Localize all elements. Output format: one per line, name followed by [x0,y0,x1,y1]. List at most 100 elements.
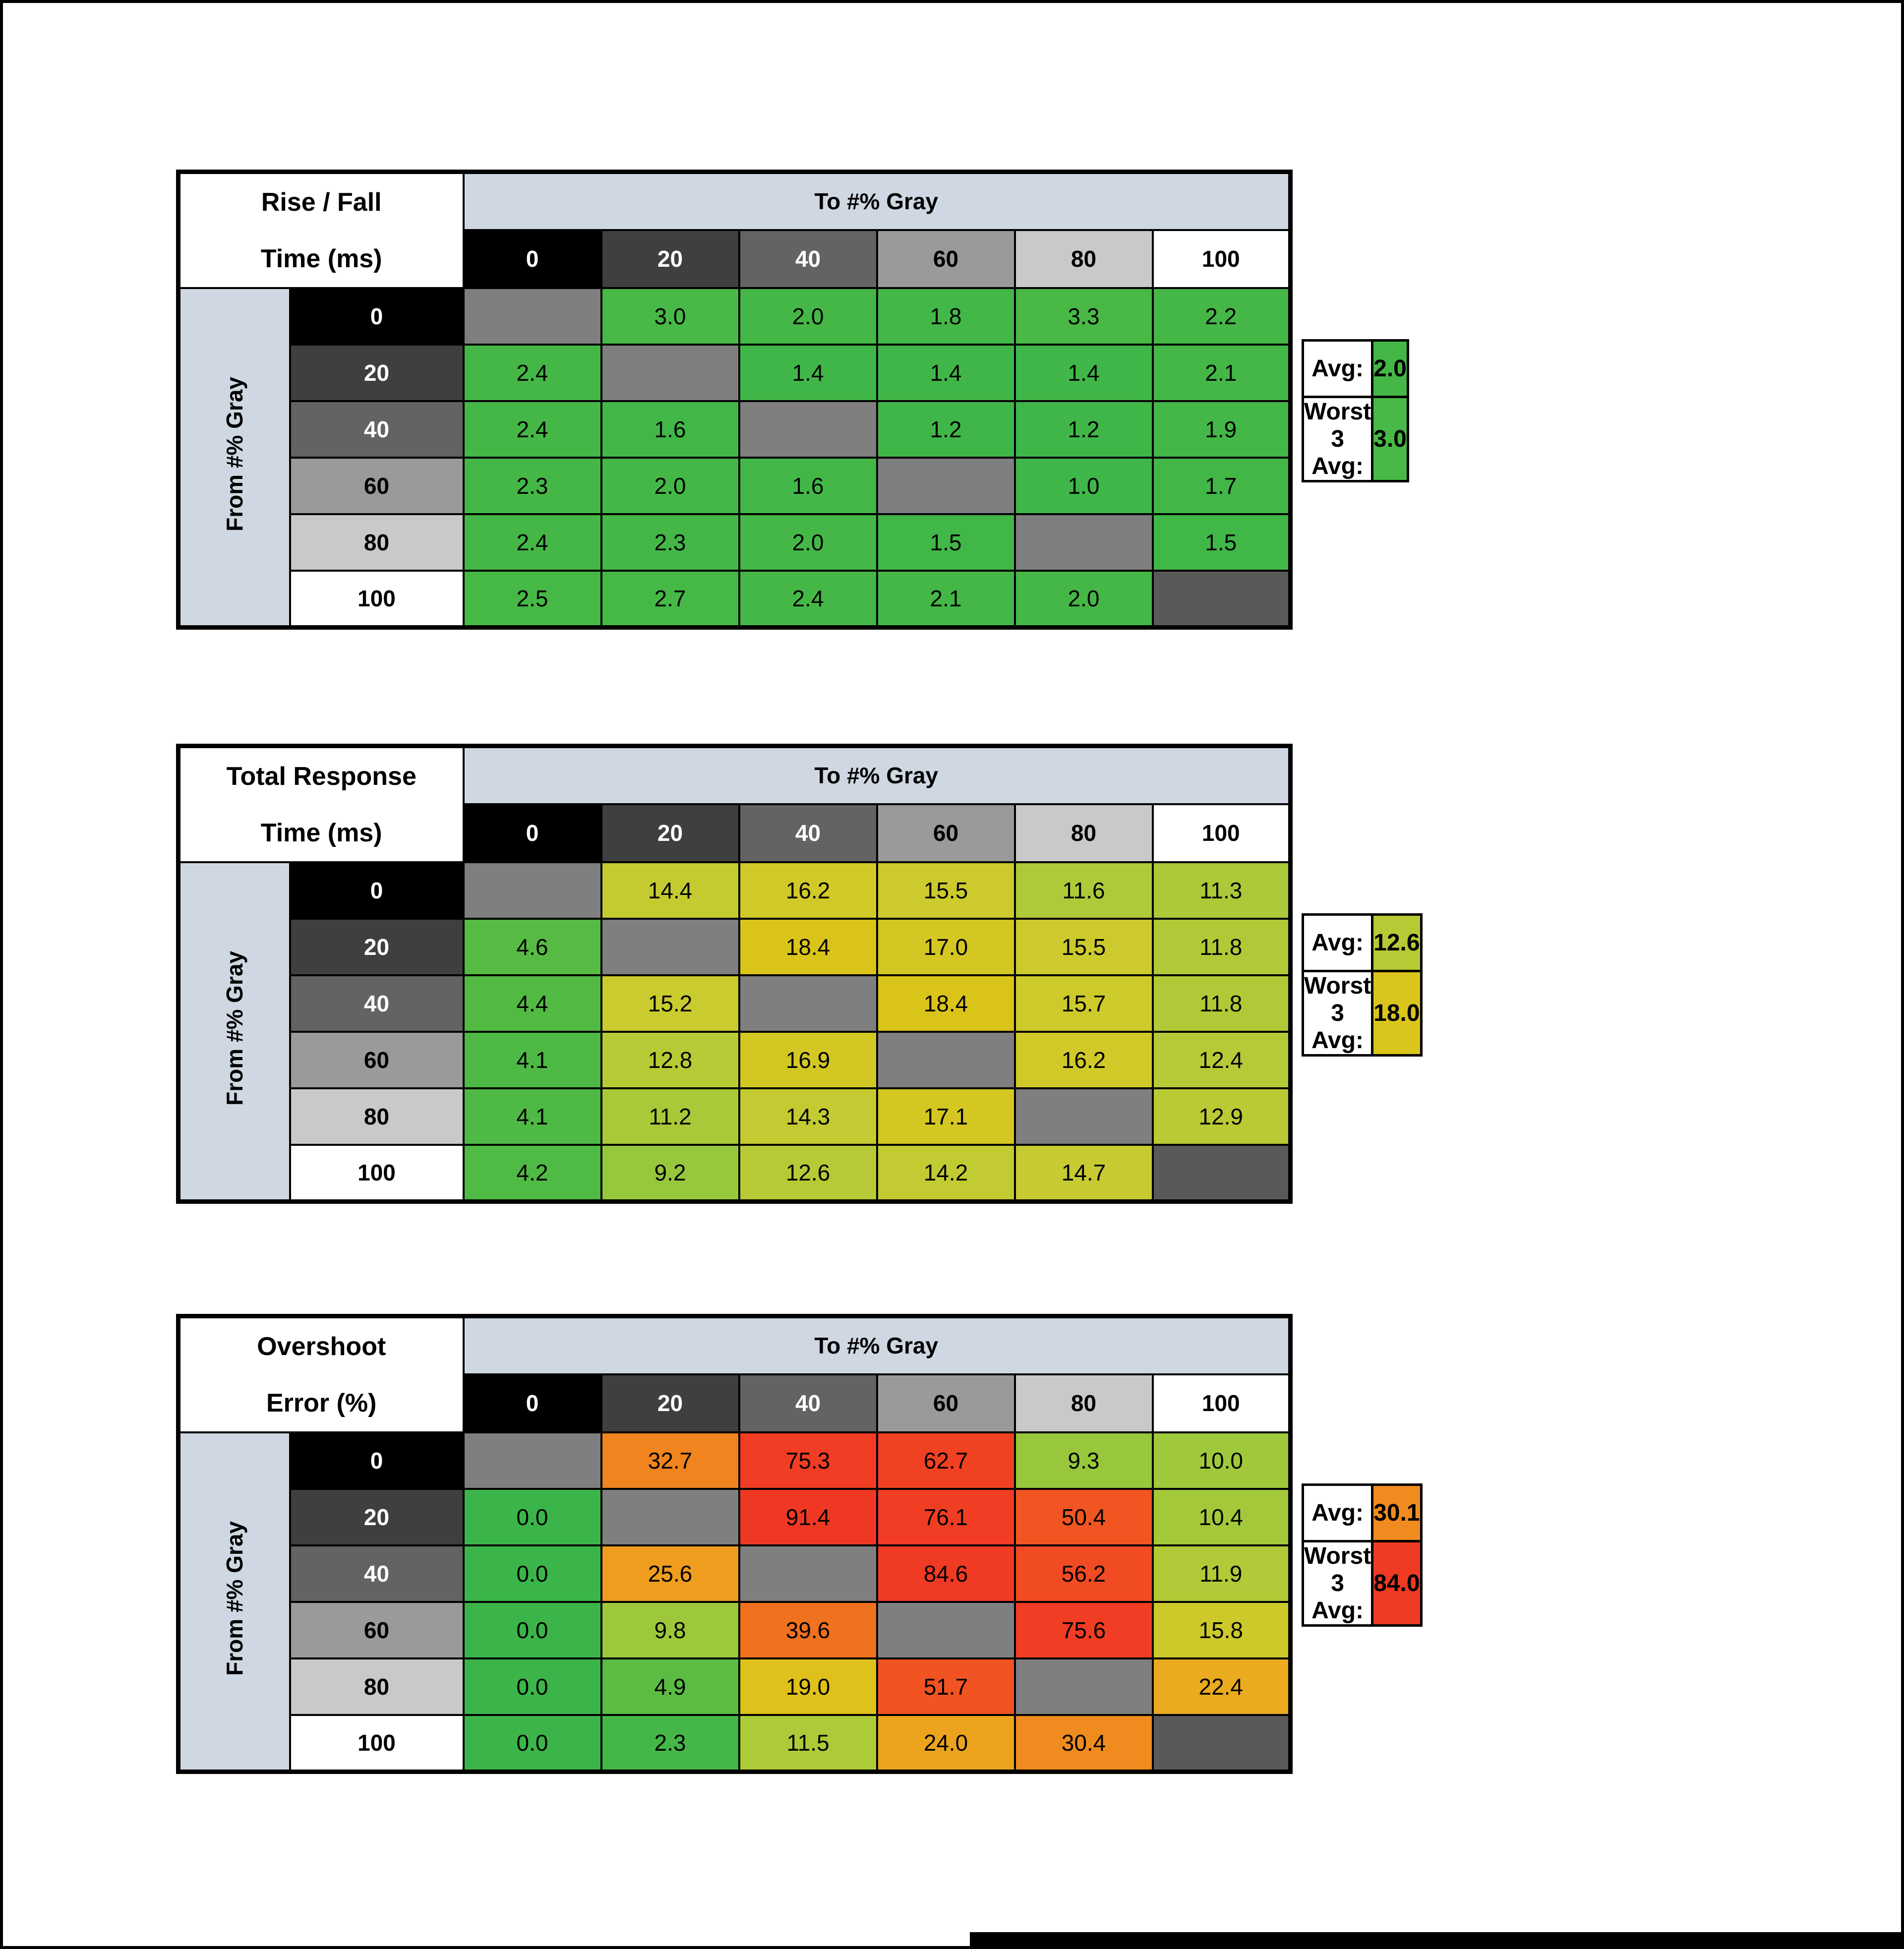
value-cell: 4.4 [462,974,602,1033]
value-cell: 1.6 [738,457,878,515]
value-cell: 3.3 [1013,287,1154,346]
table-title-line1: Rise / Fall [261,188,382,217]
value-cell: 12.6 [738,1144,878,1202]
value-cell: 2.7 [600,570,740,628]
row-level-header: 60 [289,1031,465,1089]
diagonal-cell [738,1544,878,1603]
value-cell: 17.1 [876,1087,1016,1146]
value-cell: 76.1 [876,1488,1016,1546]
to-gray-header: To #% Gray [462,745,1292,805]
row-level-header: 80 [289,513,465,572]
bottom-black-bar [970,1932,1902,1947]
value-cell: 75.6 [1013,1601,1154,1659]
value-cell: 11.8 [1151,974,1292,1033]
value-cell: 2.0 [738,513,878,572]
value-cell: 11.6 [1013,861,1154,920]
col-level-header: 60 [876,229,1016,290]
diagonal-cell [876,1031,1016,1089]
value-cell: 2.0 [738,287,878,346]
value-cell: 0.0 [462,1488,602,1546]
from-gray-label: From #% Gray [177,1431,291,1772]
total-response-time-table-grid: Total Response Time (ms) To #% Gray 0 20 40 60… [176,744,1293,1204]
value-cell: 2.0 [600,457,740,515]
value-cell: 16.9 [738,1031,878,1089]
col-level-header: 80 [1013,229,1154,290]
value-cell: 12.9 [1151,1087,1292,1146]
col-level-header: 60 [876,803,1016,864]
value-cell: 62.7 [876,1431,1016,1490]
worst3-label: Worst 3 Avg: [1301,970,1374,1057]
col-level-header: 20 [600,229,740,290]
value-cell: 12.4 [1151,1031,1292,1089]
row-level-header: 40 [289,974,465,1033]
col-level-header: 0 [462,803,602,864]
value-cell: 17.0 [876,918,1016,976]
diagonal-cell [1013,1087,1154,1146]
value-cell: 15.5 [1013,918,1154,976]
value-cell: 10.4 [1151,1488,1292,1546]
diagonal-cell [600,918,740,976]
value-cell: 91.4 [738,1488,878,1546]
value-cell: 18.4 [738,918,878,976]
total-response-time-table: Total Response Time (ms) To #% Gray 0 20 40 60… [176,744,1423,1204]
value-cell: 30.4 [1013,1714,1154,1772]
value-cell: 1.6 [600,400,740,459]
value-cell: 15.2 [600,974,740,1033]
value-cell: 2.1 [876,570,1016,628]
avg-label: Avg: [1301,1483,1374,1542]
row-level-header: 100 [289,1144,465,1202]
value-cell: 16.2 [738,861,878,920]
from-gray-label-text: From #% Gray [222,1521,248,1676]
overshoot-error-table-summary: Avg: 30.1 Worst 3 Avg: 84.0 [1301,1483,1423,1627]
col-level-header: 0 [462,229,602,290]
value-cell: 1.4 [738,344,878,402]
value-cell: 0.0 [462,1544,602,1603]
value-cell: 14.2 [876,1144,1016,1202]
value-cell: 1.2 [876,400,1016,459]
value-cell: 2.4 [462,513,602,572]
value-cell: 9.2 [600,1144,740,1202]
from-gray-label-text: From #% Gray [222,951,248,1106]
value-cell: 1.7 [1151,457,1292,515]
row-level-header: 20 [289,1488,465,1546]
total-response-time-table-summary: Avg: 12.6 Worst 3 Avg: 18.0 [1301,913,1423,1057]
table-title: Rise / Fall Time (ms) [177,171,465,289]
value-cell: 10.0 [1151,1431,1292,1490]
diagonal-cell [876,1601,1016,1659]
diagonal-cell [738,400,878,459]
value-cell: 1.4 [876,344,1016,402]
value-cell: 24.0 [876,1714,1016,1772]
value-cell: 2.3 [600,1714,740,1772]
diagonal-cell [1151,1714,1292,1772]
value-cell: 9.8 [600,1601,740,1659]
diagonal-cell [1151,570,1292,628]
value-cell: 14.4 [600,861,740,920]
overshoot-error-table-grid: Overshoot Error (%) To #% Gray 0 20 40 60 80 100… [176,1314,1293,1774]
diagonal-cell [1013,513,1154,572]
worst3-value: 84.0 [1371,1540,1423,1627]
value-cell: 32.7 [600,1431,740,1490]
row-level-header: 100 [289,570,465,628]
value-cell: 11.3 [1151,861,1292,920]
value-cell: 11.2 [600,1087,740,1146]
col-level-header: 100 [1151,1373,1292,1434]
rise-fall-time-table-summary: Avg: 2.0 Worst 3 Avg: 3.0 [1301,339,1409,482]
col-level-header: 100 [1151,803,1292,864]
value-cell: 15.7 [1013,974,1154,1033]
worst3-value: 3.0 [1371,396,1409,482]
worst3-label: Worst 3 Avg: [1301,1540,1374,1627]
table-title-line2: Time (ms) [260,244,382,273]
value-cell: 4.1 [462,1031,602,1089]
value-cell: 4.1 [462,1087,602,1146]
diagonal-cell [462,861,602,920]
value-cell: 51.7 [876,1657,1016,1716]
value-cell: 25.6 [600,1544,740,1603]
diagonal-cell [462,1431,602,1490]
value-cell: 22.4 [1151,1657,1292,1716]
diagonal-cell [1151,1144,1292,1202]
rise-fall-time-table-grid: Rise / Fall Time (ms) To #% Gray 0 20 40 60 80 1… [176,170,1293,630]
value-cell: 1.4 [1013,344,1154,402]
avg-label: Avg: [1301,913,1374,972]
value-cell: 11.9 [1151,1544,1292,1603]
to-gray-header: To #% Gray [462,1315,1292,1375]
